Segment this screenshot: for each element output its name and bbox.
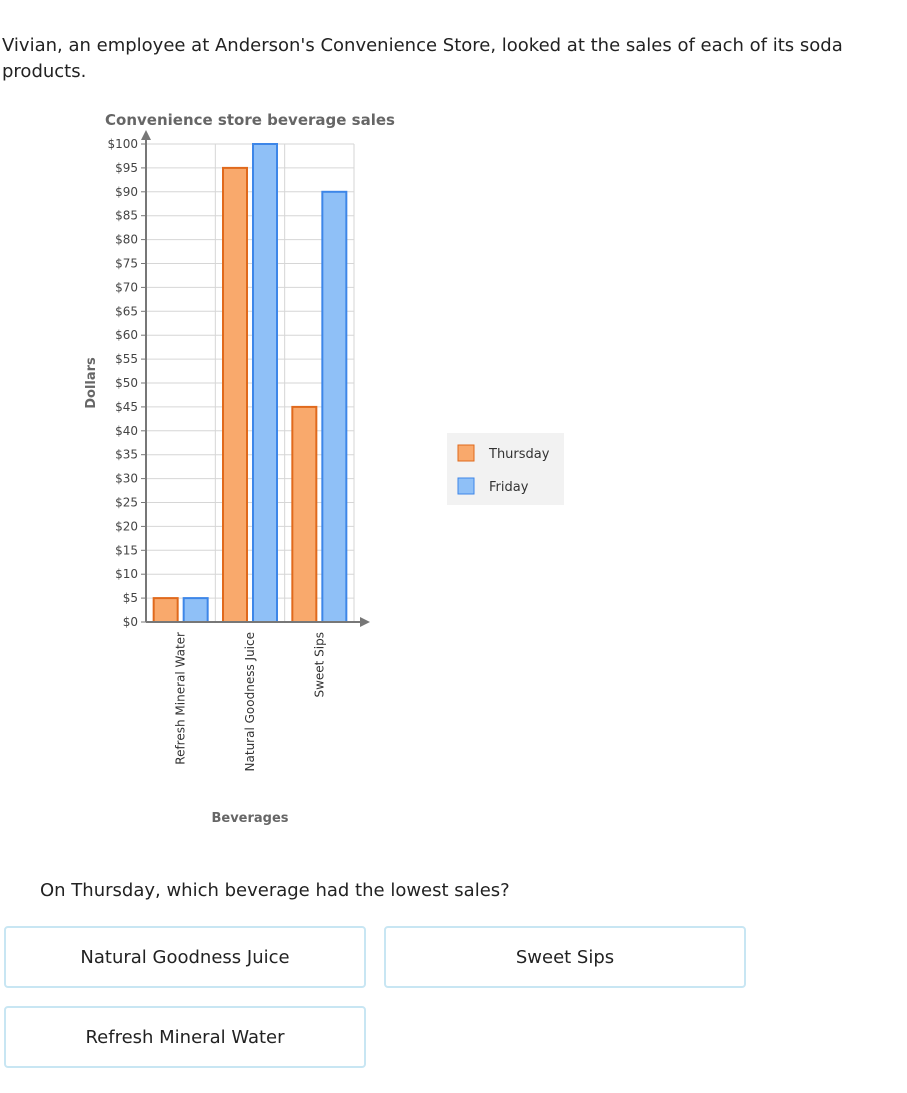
x-axis-arrow [360,617,370,627]
y-tick-label: $65 [115,304,138,318]
y-tick-label: $85 [115,209,138,223]
y-tick-label: $95 [115,161,138,175]
y-tick-label: $75 [115,257,138,271]
chart-legend: Thursday Friday [447,433,564,505]
legend-label-thursday: Thursday [488,447,550,462]
y-tick-label: $100 [107,137,138,151]
y-tick-label: $5 [123,591,138,605]
y-tick-label: $25 [115,496,138,510]
y-tick-label: $45 [115,400,138,414]
bar-friday-natural-goodness-juice [252,143,278,623]
x-axis-category-labels: Refresh Mineral Water Natural Goodness Ju… [174,632,327,772]
y-axis-label: Dollars [84,357,99,409]
bar-thursday-refresh-mineral-water [152,597,179,624]
y-tick-label: $35 [115,448,138,462]
y-tick-label: $20 [115,519,138,533]
legend-label-friday: Friday [489,480,529,495]
x-tick-label: Natural Goodness Juice [243,632,257,771]
y-tick-label: $70 [115,280,138,294]
y-tick-label: $30 [115,472,138,486]
chart-bars [152,143,348,624]
y-axis-arrow [141,130,151,140]
y-tick-label: $0 [123,615,138,629]
y-tick-label: $60 [115,328,138,342]
bar-friday-sweet-sips [321,190,348,624]
question-prompt: On Thursday, which beverage had the lowe… [40,880,510,901]
answer-sweet-sips[interactable]: Sweet Sips [384,926,746,988]
bar-friday-refresh-mineral-water [182,597,209,624]
y-tick-label: $90 [115,185,138,199]
bar-thursday-sweet-sips [291,405,318,623]
bar-thursday-natural-goodness-juice [222,166,248,624]
answer-natural-goodness-juice[interactable]: Natural Goodness Juice [4,926,366,988]
answer-refresh-mineral-water[interactable]: Refresh Mineral Water [4,1006,366,1068]
y-axis-ticks: $0 $5 $10 $15 $20 $25 $30 $35 $40 $45 $50 $55 $60 $65… [107,137,146,629]
chart-gridlines [146,143,355,622]
chart-axes [141,130,370,627]
x-tick-label: Refresh Mineral Water [174,632,188,765]
y-tick-label: $10 [115,567,138,581]
beverage-sales-chart: Convenience store beverage sales $0 $5 $10… [84,111,564,826]
y-tick-label: $40 [115,424,138,438]
chart-title: Convenience store beverage sales [105,111,395,129]
answer-label: Sweet Sips [515,946,615,968]
y-tick-label: $15 [115,543,138,557]
x-tick-label: Sweet Sips [312,632,326,698]
answer-label: Refresh Mineral Water [85,1026,285,1048]
y-tick-label: $50 [115,376,138,390]
question-intro: Vivian, an employee at Anderson's Conven… [2,35,843,82]
legend-swatch-friday [457,477,475,495]
x-axis-label: Beverages [211,811,288,826]
y-tick-label: $80 [115,233,138,247]
y-tick-label: $55 [115,352,138,366]
answer-label: Natural Goodness Juice [80,946,290,968]
legend-swatch-thursday [457,444,475,462]
